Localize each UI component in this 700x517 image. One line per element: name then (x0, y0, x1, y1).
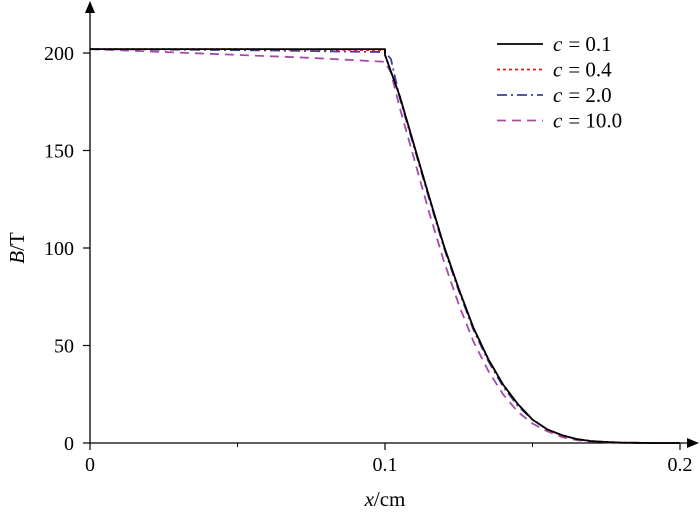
x-axis-title: x/cm (364, 487, 406, 511)
legend-label: c = 10.0 (553, 109, 622, 133)
legend-variable: c (553, 32, 563, 56)
legend: c = 0.1c = 0.4c = 2.0c = 10.0 (497, 32, 622, 133)
legend-variable: c (553, 58, 563, 82)
legend-label: c = 0.4 (553, 58, 612, 82)
x-tick-label: 0.2 (668, 454, 693, 476)
axes: 0 0.1 0.2 0 50 100 150 200 x/cm B/T (5, 1, 699, 511)
x-axis-arrowhead (687, 438, 699, 448)
y-tick-label: 200 (44, 43, 74, 65)
series-layer (89, 48, 680, 444)
x-axis-unit: /cm (374, 487, 406, 511)
legend-variable: c (553, 109, 563, 133)
x-tick-label: 0 (85, 454, 95, 476)
legend-value: = 10.0 (568, 109, 622, 133)
y-axis-arrowhead (85, 1, 95, 13)
x-axis-variable: x (364, 487, 375, 511)
y-tick-label: 150 (44, 141, 74, 163)
legend-variable: c (553, 83, 563, 107)
y-axis-title: B/T (5, 232, 29, 264)
y-tick-label: 0 (64, 433, 74, 455)
legend-value: = 0.1 (568, 32, 611, 56)
legend-value: = 2.0 (568, 83, 611, 107)
y-tick-label: 50 (54, 336, 74, 358)
y-axis-unit: /T (5, 232, 29, 251)
legend-value: = 0.4 (568, 58, 612, 82)
y-tick-label: 100 (44, 238, 74, 260)
y-axis-variable: B (5, 251, 29, 264)
legend-label: c = 2.0 (553, 83, 612, 107)
series-line-0 (90, 48, 680, 444)
legend-label: c = 0.1 (553, 32, 612, 56)
x-tick-label: 0.1 (373, 454, 398, 476)
